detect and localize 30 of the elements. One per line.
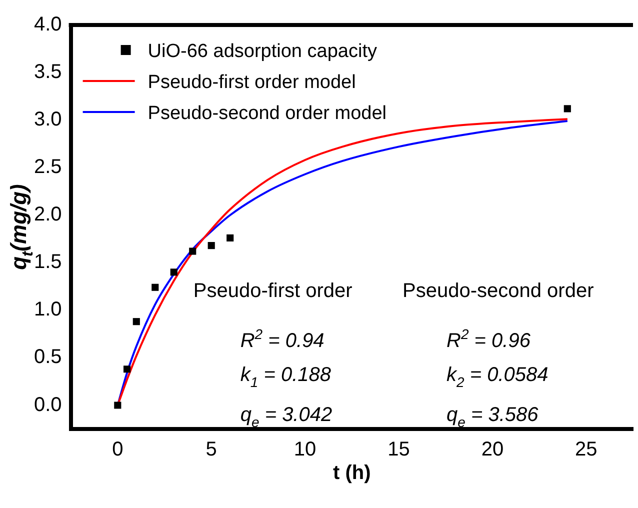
x-axis-title: t (h) (333, 462, 371, 484)
y-tick-label: 4.0 (34, 14, 62, 36)
x-tick-label: 10 (294, 438, 316, 461)
y-tick-label: 1.0 (34, 298, 62, 321)
point (114, 402, 122, 409)
point (123, 366, 131, 373)
legend-label: Pseudo-first order model (148, 72, 356, 93)
y-tick-label: 0.5 (34, 346, 62, 368)
point (189, 248, 196, 255)
y-tick-label: 0.0 (34, 394, 62, 416)
y-tick-label: 3.0 (34, 108, 62, 131)
x-tick-label: 25 (575, 438, 598, 461)
point (564, 105, 571, 112)
legend-label: Pseudo-second order model (148, 103, 387, 124)
x-tick-label: 5 (206, 438, 217, 461)
legend-label: UiO-66 adsorption capacity (148, 41, 378, 62)
point (152, 284, 159, 291)
point (208, 242, 215, 250)
x-tick-label: 15 (388, 438, 410, 461)
point (132, 318, 140, 326)
point (170, 268, 178, 276)
y-tick-label: 2.0 (34, 204, 62, 226)
x-tick-label: 20 (481, 438, 504, 461)
y-tick-label: 3.5 (34, 61, 62, 84)
point (226, 234, 234, 242)
annotation: Pseudo-first order (193, 280, 353, 302)
x-tick-label: 0 (112, 438, 124, 461)
y-tick-label: 2.5 (34, 156, 62, 178)
y-tick-label: 1.5 (34, 251, 62, 274)
annotation: Pseudo-second order (402, 280, 594, 302)
